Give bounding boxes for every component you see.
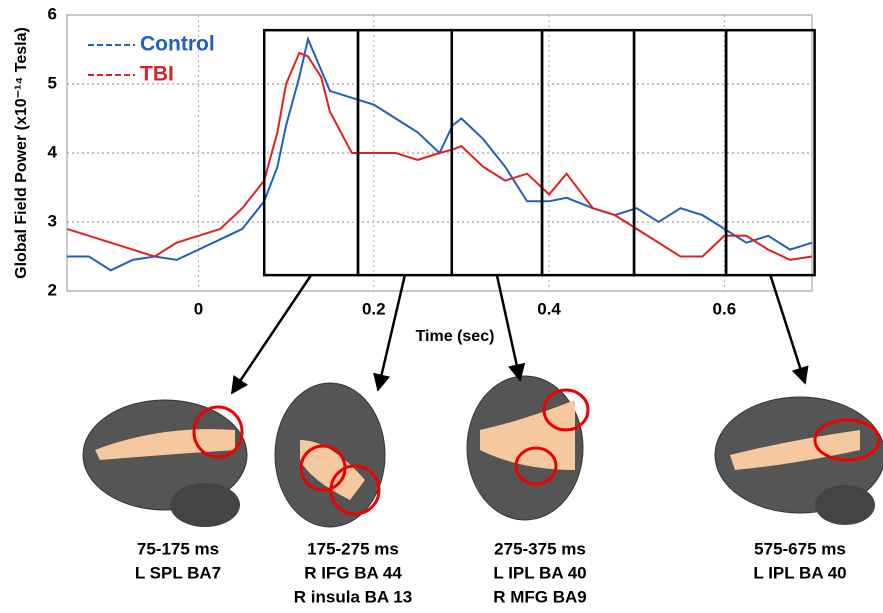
x-tick-label: 0.6 xyxy=(713,299,737,318)
y-tick-label: 2 xyxy=(48,280,57,299)
data-line xyxy=(67,39,812,270)
brain-label: L IPL BA 40 xyxy=(753,563,846,582)
y-axis-label: Global Field Power (x10⁻¹⁴ Tesla) xyxy=(13,27,30,279)
brain xyxy=(715,397,883,525)
brain-label: 175-275 ms xyxy=(307,539,399,558)
brain-label: 575-675 ms xyxy=(754,539,846,558)
brain xyxy=(275,383,385,527)
page: 2 3 4 5 6 0 0.2 0.4 0.6 Time (sec) Global Field Po… xyxy=(0,0,883,613)
brain-label: L SPL BA7 xyxy=(135,563,221,582)
x-tick-label: 0.4 xyxy=(537,299,561,318)
figure: 2 3 4 5 6 0 0.2 0.4 0.6 Time (sec) Global Field Po… xyxy=(0,0,883,613)
brain-label: 275-375 ms xyxy=(494,539,586,558)
arrow xyxy=(378,275,405,390)
y-tick-label: 5 xyxy=(48,73,57,92)
legend-label: TBI xyxy=(140,63,174,86)
y-tick-label: 6 xyxy=(48,4,57,23)
brain-label: R IFG BA 44 xyxy=(304,563,402,582)
y-tick-label: 4 xyxy=(48,142,58,161)
brain xyxy=(467,376,588,520)
brains xyxy=(83,376,883,527)
y-tick-label: 3 xyxy=(48,211,57,230)
arrow xyxy=(232,275,311,393)
brain-label: 75-175 ms xyxy=(137,539,219,558)
x-axis-label: Time (sec) xyxy=(416,328,495,345)
legend-label: Control xyxy=(140,33,215,56)
x-tick-label: 0 xyxy=(194,299,203,318)
brain-label: L IPL BA 40 xyxy=(493,563,586,582)
brain-label: R insula BA 13 xyxy=(294,587,412,606)
brain xyxy=(83,400,247,527)
brain-label: R MFG BA9 xyxy=(493,587,587,606)
x-tick-label: 0.2 xyxy=(362,299,386,318)
